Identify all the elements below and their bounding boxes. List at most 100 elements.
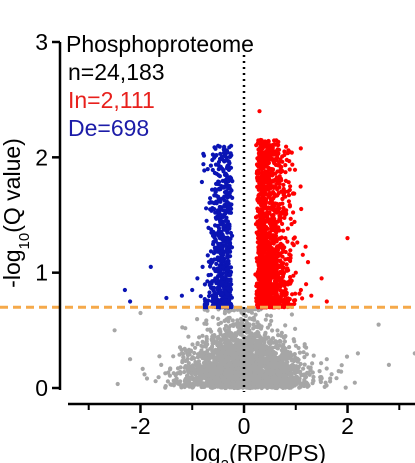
- increased-point: [267, 166, 272, 171]
- increased-point: [257, 220, 262, 225]
- ns-point: [180, 325, 185, 330]
- x-axis-title: log2(RP0/PS): [190, 440, 326, 463]
- ns-point: [223, 309, 228, 314]
- ns-point: [304, 345, 309, 350]
- ns-point: [293, 378, 298, 383]
- ns-point: [195, 317, 200, 322]
- ns-point: [226, 328, 231, 333]
- ns-point: [256, 333, 261, 338]
- ns-point: [247, 362, 252, 367]
- increased-point: [262, 204, 267, 209]
- ns-point: [287, 366, 292, 371]
- ns-point: [192, 368, 197, 373]
- ns-point: [180, 360, 185, 365]
- ns-point: [254, 354, 259, 360]
- decreased-point: [202, 168, 207, 173]
- ns-point: [252, 371, 257, 376]
- annotation-increased: In=2,111: [68, 87, 155, 113]
- ns-point: [221, 378, 226, 383]
- increased-point: [277, 236, 282, 241]
- increased-point: [286, 193, 292, 198]
- increased-point: [272, 161, 277, 166]
- increased-point: [285, 151, 290, 156]
- ns-point: [355, 351, 360, 356]
- ns-point: [247, 323, 252, 328]
- increased-point: [299, 206, 304, 212]
- increased-point: [274, 267, 279, 272]
- ns-points: [112, 306, 415, 391]
- ns-point: [256, 358, 262, 363]
- decreased-point: [148, 264, 153, 269]
- ns-point: [304, 352, 309, 357]
- increased-point: [285, 226, 290, 231]
- ns-point: [283, 323, 288, 328]
- increased-point: [258, 281, 263, 286]
- ns-point: [179, 385, 184, 390]
- increased-point: [279, 168, 284, 173]
- increased-point: [280, 298, 285, 303]
- ns-point: [252, 366, 257, 371]
- decreased-point: [228, 230, 233, 236]
- decreased-point: [218, 243, 223, 248]
- increased-point: [273, 247, 278, 252]
- ns-point: [265, 375, 271, 380]
- ns-point: [192, 356, 197, 361]
- increased-point: [288, 275, 293, 280]
- increased-point: [270, 213, 276, 218]
- ns-point: [171, 383, 176, 388]
- increased-point: [257, 289, 262, 294]
- increased-point: [275, 193, 280, 198]
- ns-point: [257, 339, 262, 344]
- decreased-point: [195, 276, 200, 281]
- ns-point: [302, 355, 307, 360]
- increased-point: [257, 151, 262, 157]
- ns-point: [186, 334, 191, 339]
- increased-point: [265, 299, 270, 304]
- ns-point: [199, 343, 204, 348]
- increased-point: [276, 283, 281, 288]
- ns-point: [199, 372, 204, 377]
- increased-point: [303, 244, 308, 249]
- increased-point: [254, 143, 259, 148]
- ns-point: [239, 376, 244, 381]
- increased-point: [280, 264, 285, 269]
- increased-point: [275, 147, 280, 152]
- increased-point: [272, 251, 277, 256]
- ns-point: [280, 382, 285, 387]
- ns-point: [221, 350, 226, 355]
- decreased-point: [226, 259, 231, 264]
- increased-point: [280, 245, 285, 251]
- ns-point: [243, 345, 248, 350]
- increased-point: [289, 222, 294, 227]
- decreased-point: [230, 195, 235, 200]
- ns-point: [334, 376, 339, 381]
- ns-point: [284, 385, 289, 390]
- increased-point: [285, 239, 290, 244]
- increased-point: [274, 181, 279, 187]
- decreased-point: [211, 251, 217, 256]
- ns-point: [195, 355, 200, 360]
- ns-point: [224, 350, 229, 355]
- ns-point: [175, 380, 181, 385]
- decreased-point: [229, 302, 234, 308]
- ns-point: [236, 320, 241, 326]
- ns-point: [200, 333, 205, 338]
- y-axis-title: -log10(Q value): [0, 138, 33, 288]
- decreased-point: [222, 300, 227, 305]
- ns-point: [185, 376, 190, 381]
- ns-point: [250, 348, 255, 353]
- ns-point: [271, 360, 277, 365]
- ns-point: [268, 354, 273, 359]
- ns-point: [329, 372, 334, 377]
- decreased-point: [226, 167, 231, 172]
- decreased-point: [215, 285, 220, 290]
- ns-point: [268, 313, 273, 318]
- ns-point: [200, 339, 205, 344]
- ns-point: [201, 355, 206, 360]
- ns-point: [292, 364, 297, 369]
- decreased-point: [204, 206, 209, 211]
- increased-point: [270, 240, 275, 245]
- increased-point: [291, 210, 296, 215]
- ns-point: [230, 343, 235, 348]
- ns-point: [210, 355, 215, 360]
